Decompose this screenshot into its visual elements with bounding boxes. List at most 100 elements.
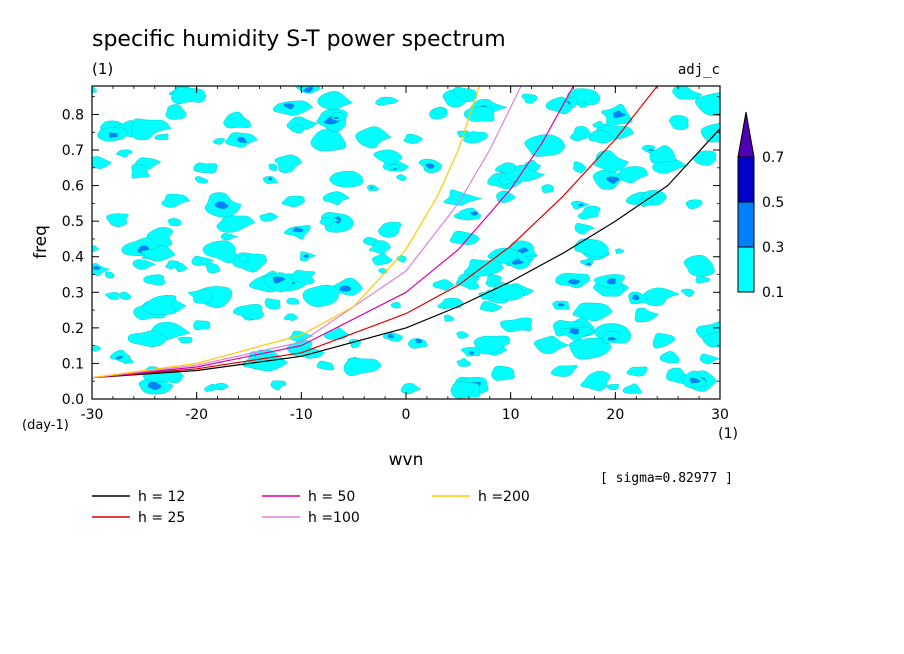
contour-level-1 (432, 279, 456, 291)
contour-level-2 (606, 278, 617, 285)
contour-level-1 (403, 133, 423, 144)
contour-level-1 (284, 225, 311, 240)
contour-level-2 (92, 265, 101, 270)
contour-level-1 (167, 218, 182, 227)
y-tick-label: 0.0 (62, 392, 84, 408)
contour-level-1 (322, 191, 350, 206)
contour-level-2 (333, 116, 340, 120)
contour-level-1 (375, 96, 400, 106)
contour-level-1 (408, 338, 428, 349)
contour-level-1 (193, 320, 211, 331)
contour-level-1 (154, 133, 169, 140)
contour-level-2 (613, 110, 627, 119)
contour-level-1 (141, 245, 176, 262)
contour-level-1 (131, 164, 150, 179)
contour-level-1 (302, 284, 339, 307)
contour-level-1 (559, 326, 595, 343)
x-tick-label: 30 (711, 407, 729, 423)
contour-level-2 (557, 303, 565, 307)
contour-level-2 (415, 339, 423, 344)
y-tick-label: 0.7 (62, 143, 84, 159)
y-tick-label: 0.8 (62, 107, 84, 123)
contour-level-1 (286, 297, 299, 305)
contour-level-1 (500, 317, 533, 333)
contour-level-1 (702, 331, 720, 348)
contour-level-1 (680, 288, 695, 297)
contour-level-1 (652, 333, 676, 349)
contour-level-2 (267, 177, 273, 181)
contour-level-1 (672, 86, 703, 100)
contour-level-1 (319, 217, 340, 226)
contour-level-1 (577, 205, 601, 220)
x-axis-unit: (1) (718, 426, 738, 442)
contour-level-1 (268, 163, 278, 171)
dispersion-curves (92, 86, 720, 379)
chart-subtitle-left: (1) (92, 60, 113, 78)
contour-level-1 (626, 366, 648, 377)
contour-level-1 (372, 253, 393, 266)
contour-level-2 (147, 381, 162, 390)
contour-level-1 (456, 357, 471, 367)
y-axis-label: freq (31, 225, 51, 259)
contour-level-1 (396, 174, 407, 182)
colorbar-segment (737, 246, 755, 293)
contour-level-1 (491, 365, 515, 381)
contour-level-1 (463, 259, 504, 277)
colorbar-label: 0.7 (762, 150, 784, 166)
contour-level-1 (292, 270, 316, 285)
colorbar-label: 0.3 (762, 240, 784, 256)
contour-level-1 (109, 349, 131, 363)
contour-level-1 (216, 214, 256, 233)
contour-level-1 (573, 161, 586, 173)
contour-level-1 (220, 233, 239, 241)
contour-level-1 (588, 130, 615, 144)
contour-level-1 (443, 189, 483, 206)
contour-level-1 (232, 304, 264, 320)
contour-level-2 (214, 201, 230, 210)
contour-level-1 (622, 383, 642, 394)
contour-level-1 (238, 255, 249, 263)
contour-level-1 (373, 149, 403, 165)
contour-level-1 (495, 162, 516, 174)
contour-level-1 (161, 193, 191, 208)
y-tick-label: 0.4 (62, 250, 84, 266)
contour-level-1 (659, 351, 680, 364)
y-axis-ticks: 0.0 0.1 0.2 0.3 0.4 0.5 0.6 0.7 0.8 (62, 96, 720, 408)
x-tick-label: -30 (81, 407, 104, 423)
contour-level-1 (270, 380, 287, 391)
contour-level-2 (292, 227, 304, 233)
contour-level-2 (569, 328, 580, 335)
contour-level-1 (533, 336, 570, 354)
colorbar-label: 0.1 (762, 285, 784, 301)
contour-level-1 (177, 336, 193, 344)
contour-level-1 (281, 195, 306, 208)
dispersion-curve (92, 86, 522, 379)
colorbar-segment (737, 201, 755, 248)
contour-level-1 (578, 102, 588, 108)
contour-level-1 (541, 184, 554, 193)
contour-level-2 (606, 176, 620, 185)
power-contours (92, 86, 720, 399)
x-tick-label: 20 (606, 407, 624, 423)
contour-level-1 (444, 314, 455, 322)
contour-level-1 (580, 370, 611, 391)
contour-level-1 (142, 295, 177, 315)
legend-label: h =200 (478, 489, 530, 505)
contour-level-2 (392, 167, 397, 171)
legend-label: h = 50 (308, 489, 355, 505)
contour-level-2 (648, 148, 654, 152)
contour-level-1 (92, 245, 100, 253)
contour-level-2 (470, 211, 478, 216)
contour-level-1 (550, 365, 578, 377)
contour-level-1 (283, 313, 299, 321)
contour-level-1 (568, 337, 612, 360)
y-tick-label: 0.2 (62, 321, 84, 337)
contour-level-1 (127, 330, 168, 347)
dispersion-curve (92, 86, 575, 379)
contour-level-1 (693, 150, 717, 166)
y-axis-unit: (day-1) (22, 418, 69, 433)
contour-level-1 (493, 282, 525, 301)
contour-level-1 (699, 353, 720, 365)
contour-level-1 (259, 212, 279, 222)
contour-level-2 (369, 186, 374, 189)
